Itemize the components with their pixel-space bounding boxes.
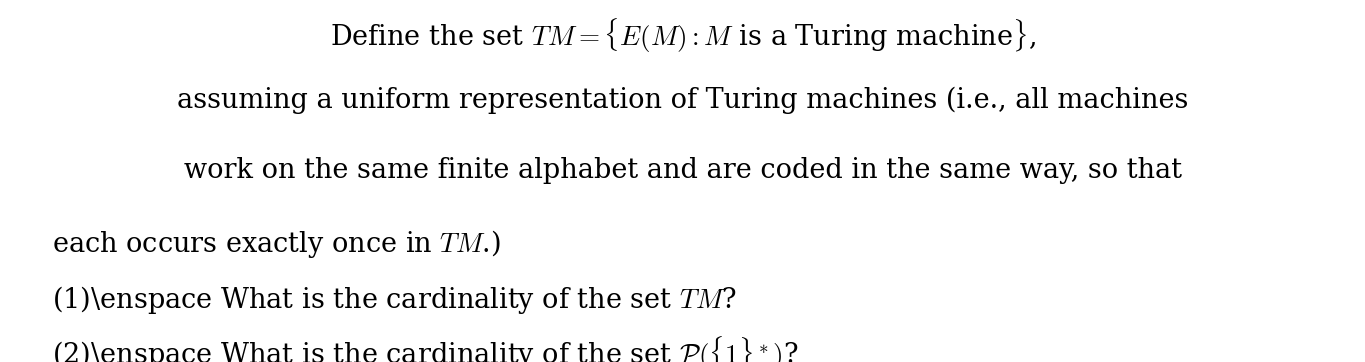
Text: assuming a uniform representation of Turing machines (i.e., all machines: assuming a uniform representation of Tur… bbox=[177, 87, 1188, 114]
Text: (2)\enspace What is the cardinality of the set $\mathcal{P}(\{1\}^*)$?: (2)\enspace What is the cardinality of t… bbox=[52, 335, 799, 362]
Text: each occurs exactly once in $TM$.): each occurs exactly once in $TM$.) bbox=[52, 228, 501, 260]
Text: work on the same finite alphabet and are coded in the same way, so that: work on the same finite alphabet and are… bbox=[183, 157, 1182, 185]
Text: Define the set $TM = \{E(M) : M$ is a Turing machine$\}$,: Define the set $TM = \{E(M) : M$ is a Tu… bbox=[329, 16, 1036, 55]
Text: (1)\enspace What is the cardinality of the set $TM$?: (1)\enspace What is the cardinality of t… bbox=[52, 284, 737, 316]
